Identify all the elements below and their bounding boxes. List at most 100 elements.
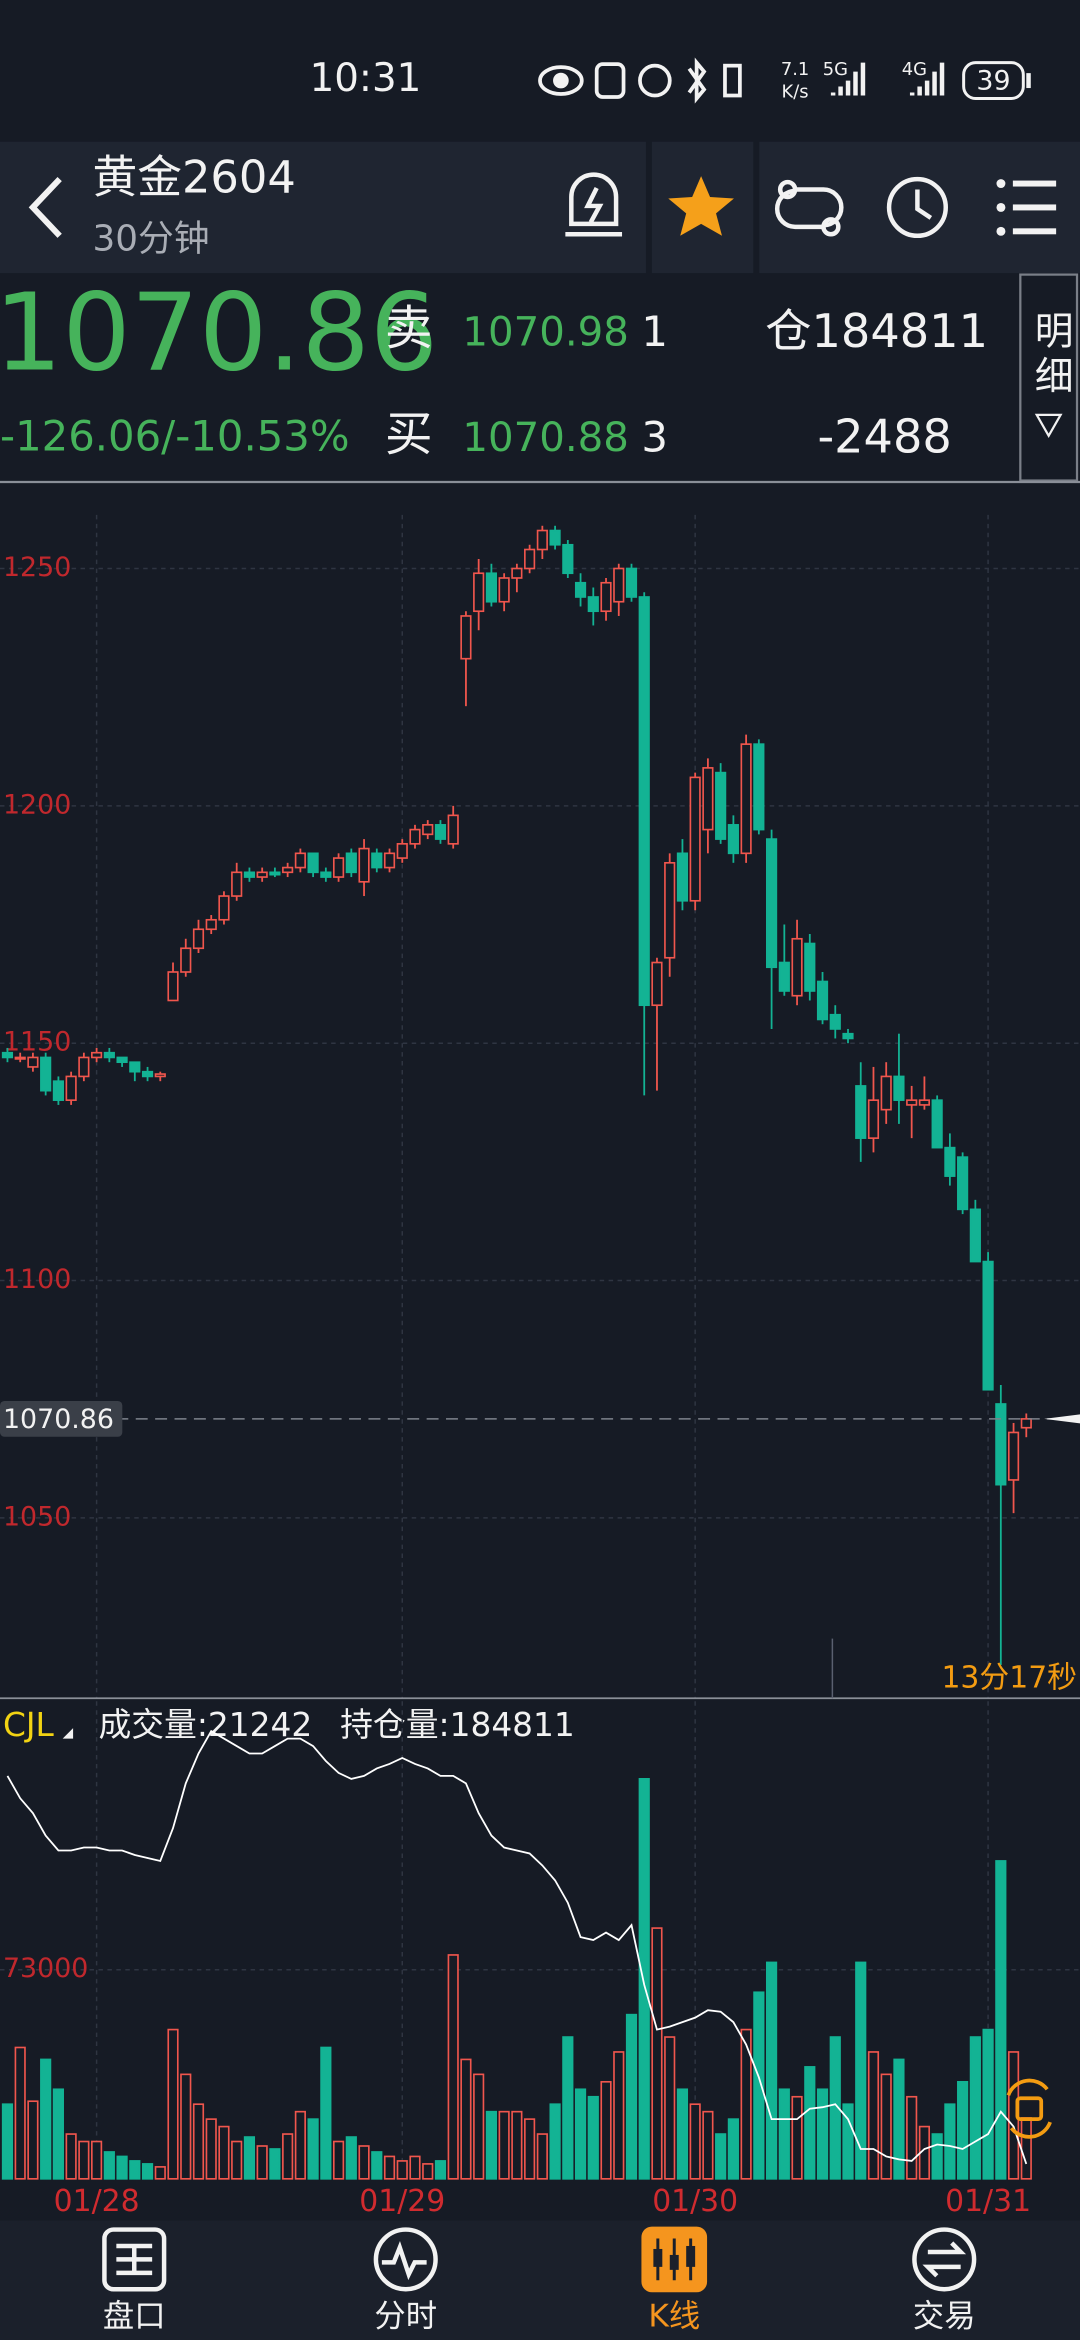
candle-body [562, 543, 574, 575]
candle-body [524, 548, 536, 570]
eye-icon [538, 65, 584, 96]
volume-bar [995, 1860, 1007, 2180]
candle-body [103, 1051, 115, 1059]
volume-bar [651, 1927, 663, 2180]
menu-button[interactable] [996, 179, 1057, 236]
candle-body [320, 871, 332, 878]
y-tick-label: 1150 [3, 1027, 71, 1058]
detail-button[interactable] [1019, 273, 1079, 482]
draw-button[interactable] [774, 179, 844, 237]
price-change: -126.06/-10.53% [0, 411, 350, 460]
volume-bar [676, 2088, 689, 2180]
eye-pupil [553, 72, 569, 89]
indicator-name[interactable]: CJL [3, 1706, 55, 1744]
candle-body [778, 961, 790, 992]
volume-bar [396, 2160, 408, 2180]
candle-body [982, 1260, 994, 1391]
volume-bar [664, 2036, 676, 2180]
candle-body [1, 1051, 14, 1059]
volume-bar [27, 2100, 39, 2180]
signal-1-bars [830, 62, 866, 96]
volume-bar [931, 2133, 943, 2180]
candle-body [918, 1099, 931, 1106]
candle-body [893, 1075, 905, 1101]
volume-bar [167, 2028, 179, 2180]
volume-bar [180, 2073, 192, 2180]
open-interest: 仓184811 [765, 304, 988, 358]
battery-outline [962, 61, 1025, 100]
volume-bar [969, 2036, 981, 2180]
volume-bar [154, 2166, 166, 2180]
candle-body [574, 581, 587, 598]
volume-bar [600, 2080, 612, 2180]
signal-1-label: 5G [823, 59, 848, 80]
tab-label[interactable]: 交易 [913, 2299, 976, 2335]
candle-body [1007, 1431, 1020, 1481]
volume-bar [842, 2103, 854, 2180]
candle-body [880, 1075, 892, 1111]
net-unit: K/s [782, 82, 809, 103]
candle-body [600, 581, 612, 613]
buy-label: 买 [385, 407, 433, 462]
tab-icon-1[interactable] [102, 2227, 167, 2292]
volume-bar [982, 2028, 994, 2180]
rotate-button[interactable] [1006, 2078, 1052, 2139]
nfc-icon [594, 62, 626, 99]
tab-label[interactable]: 分时 [374, 2299, 437, 2335]
volume-bar [562, 2036, 574, 2180]
volume-bar [103, 2151, 115, 2180]
alarm-icon [638, 63, 672, 98]
tab-icon-lines [116, 2243, 153, 2276]
history-button[interactable] [886, 176, 948, 239]
volume-bar [740, 2028, 752, 2180]
volume-bar [765, 1961, 778, 2180]
volume-bar [778, 2088, 790, 2180]
open-interest-line [6, 1729, 1028, 2165]
tab-icon-4[interactable] [912, 2227, 977, 2292]
volume-bar [855, 1961, 867, 2180]
volume-bar [14, 2046, 26, 2180]
candle-body [218, 895, 230, 921]
candle-body [625, 567, 638, 598]
clock-face [886, 176, 948, 239]
volume-bar [383, 2155, 396, 2180]
volume-bar [371, 2151, 383, 2180]
volume-bar [485, 2110, 498, 2180]
candle-body [931, 1099, 943, 1149]
volume-bar [753, 1991, 765, 2180]
volume-bar [906, 2095, 918, 2180]
candle-body [651, 961, 663, 1007]
x-tick-label: 01/29 [359, 2184, 445, 2219]
battery-tip [1026, 73, 1031, 89]
tab-icon-frame [102, 2227, 167, 2292]
candle-body [702, 767, 714, 831]
tab-icon-3[interactable] [641, 2226, 708, 2293]
menu-bar [1012, 228, 1057, 235]
tab-icon-arrows [922, 2241, 967, 2278]
alert-button[interactable] [565, 172, 623, 237]
tab-label[interactable]: 盘口 [103, 2299, 166, 2335]
tab-icon-2[interactable] [373, 2227, 438, 2292]
y-tick-label: 1100 [3, 1264, 71, 1295]
y-tick-label: 73000 [3, 1953, 88, 1984]
volume-bar [345, 2136, 357, 2180]
candle-body [740, 743, 752, 855]
volume-bar [625, 2013, 638, 2180]
volume-bar [129, 2160, 141, 2180]
menu-bar [1012, 180, 1057, 187]
buy-price: 1070.88 [462, 415, 628, 461]
candle-body [205, 918, 217, 931]
candle-body [664, 861, 676, 959]
tab-label[interactable]: K线 [648, 2299, 700, 2335]
status-icons [538, 57, 742, 104]
candle-body [842, 1032, 854, 1040]
candle-body [294, 852, 306, 869]
back-button[interactable] [28, 177, 62, 238]
volume-bar [231, 2140, 243, 2180]
y-tick-label: 1050 [3, 1501, 71, 1532]
period-label[interactable]: 30分钟 [92, 218, 209, 259]
favorite-star[interactable] [668, 176, 734, 236]
signal-2-bars [909, 62, 945, 96]
volume-bar [52, 2088, 64, 2180]
